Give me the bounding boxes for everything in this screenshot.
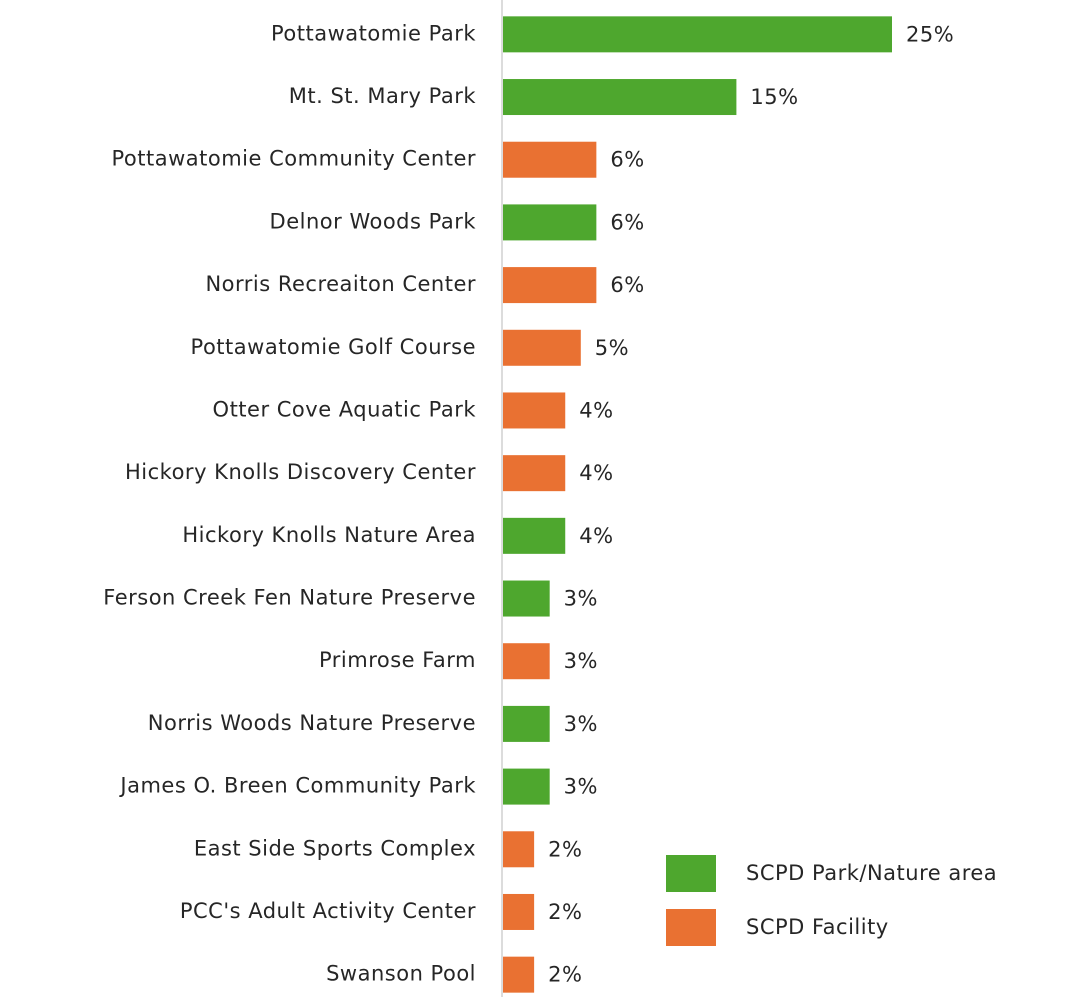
data-label: 4% <box>579 524 613 548</box>
y-tick-label: Mt. St. Mary Park <box>289 84 477 108</box>
y-tick-label: Ferson Creek Fen Nature Preserve <box>103 586 476 610</box>
y-tick-label: Norris Recreaiton Center <box>205 272 476 296</box>
data-label: 2% <box>548 900 582 924</box>
y-tick-label: Pottawatomie Golf Course <box>191 335 476 359</box>
y-tick-label: Pottawatomie Park <box>271 21 476 45</box>
data-label: 4% <box>579 461 613 485</box>
data-label: 3% <box>564 649 598 673</box>
y-tick-label: James O. Breen Community Park <box>118 774 476 798</box>
data-label: 4% <box>579 398 613 422</box>
y-tick-label: Hickory Knolls Discovery Center <box>125 460 476 484</box>
legend-swatch <box>666 855 716 892</box>
bar <box>503 455 566 492</box>
data-label: 3% <box>564 712 598 736</box>
bar <box>503 79 737 116</box>
legend-swatch <box>666 909 716 946</box>
data-label: 5% <box>595 336 629 360</box>
y-tick-label: Otter Cove Aquatic Park <box>213 397 477 421</box>
data-label: 3% <box>564 775 598 799</box>
data-label: 6% <box>610 210 644 234</box>
bar <box>503 267 597 304</box>
y-tick-label: East Side Sports Complex <box>194 836 476 860</box>
legend-label: SCPD Park/Nature area <box>746 861 997 885</box>
data-label: 15% <box>750 85 798 109</box>
bar <box>503 392 566 429</box>
data-label: 2% <box>548 963 582 987</box>
data-label: 25% <box>906 22 954 46</box>
data-label: 6% <box>610 273 644 297</box>
bar <box>503 517 566 554</box>
bar <box>503 643 550 680</box>
y-tick-label: Hickory Knolls Nature Area <box>182 523 476 547</box>
y-tick-label: Primrose Farm <box>319 648 476 672</box>
legend-label: SCPD Facility <box>746 915 889 939</box>
bar <box>503 141 597 178</box>
bar <box>503 580 550 617</box>
bar <box>503 705 550 742</box>
bar <box>503 831 535 868</box>
y-tick-label: Swanson Pool <box>326 962 476 986</box>
bar <box>503 768 550 805</box>
data-label: 3% <box>564 587 598 611</box>
data-label: 6% <box>610 148 644 172</box>
bar <box>503 16 892 53</box>
bar <box>503 956 535 993</box>
y-tick-label: Delnor Woods Park <box>270 209 477 233</box>
y-tick-label: PCC's Adult Activity Center <box>180 899 476 923</box>
bar <box>503 329 581 366</box>
data-label: 2% <box>548 837 582 861</box>
bar <box>503 204 597 241</box>
bar <box>503 893 535 930</box>
y-tick-label: Pottawatomie Community Center <box>111 147 476 171</box>
y-tick-label: Norris Woods Nature Preserve <box>148 711 476 735</box>
